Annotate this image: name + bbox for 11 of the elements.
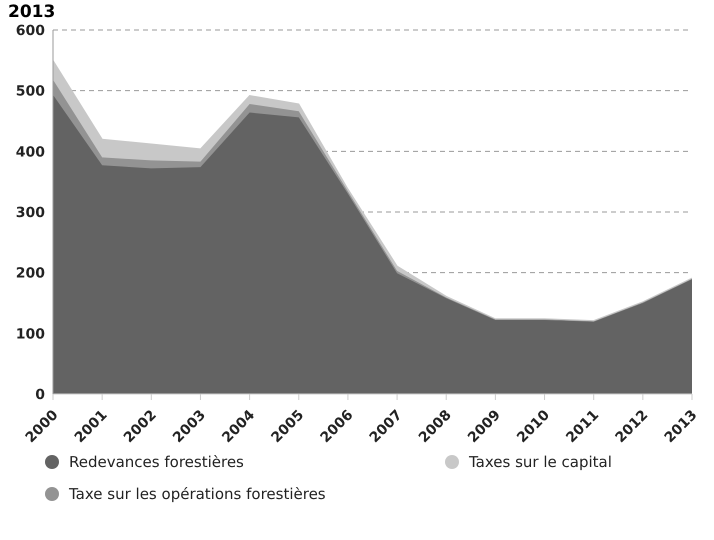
y-tick-label: 300 xyxy=(16,204,46,221)
y-tick-label: 600 xyxy=(16,22,46,39)
y-tick-label: 100 xyxy=(16,326,46,342)
y-tick-label: 200 xyxy=(16,266,46,282)
y-tick-label: 500 xyxy=(16,84,46,100)
y-tick-label: 400 xyxy=(16,144,46,160)
chart-title: 2013 xyxy=(8,2,56,22)
legend-label: Taxe sur les opérations forestières xyxy=(69,485,326,503)
y-tick-label: 0 xyxy=(35,386,46,403)
legend-label: Redevances forestières xyxy=(69,453,244,471)
legend-label: Taxes sur le capital xyxy=(469,453,612,471)
